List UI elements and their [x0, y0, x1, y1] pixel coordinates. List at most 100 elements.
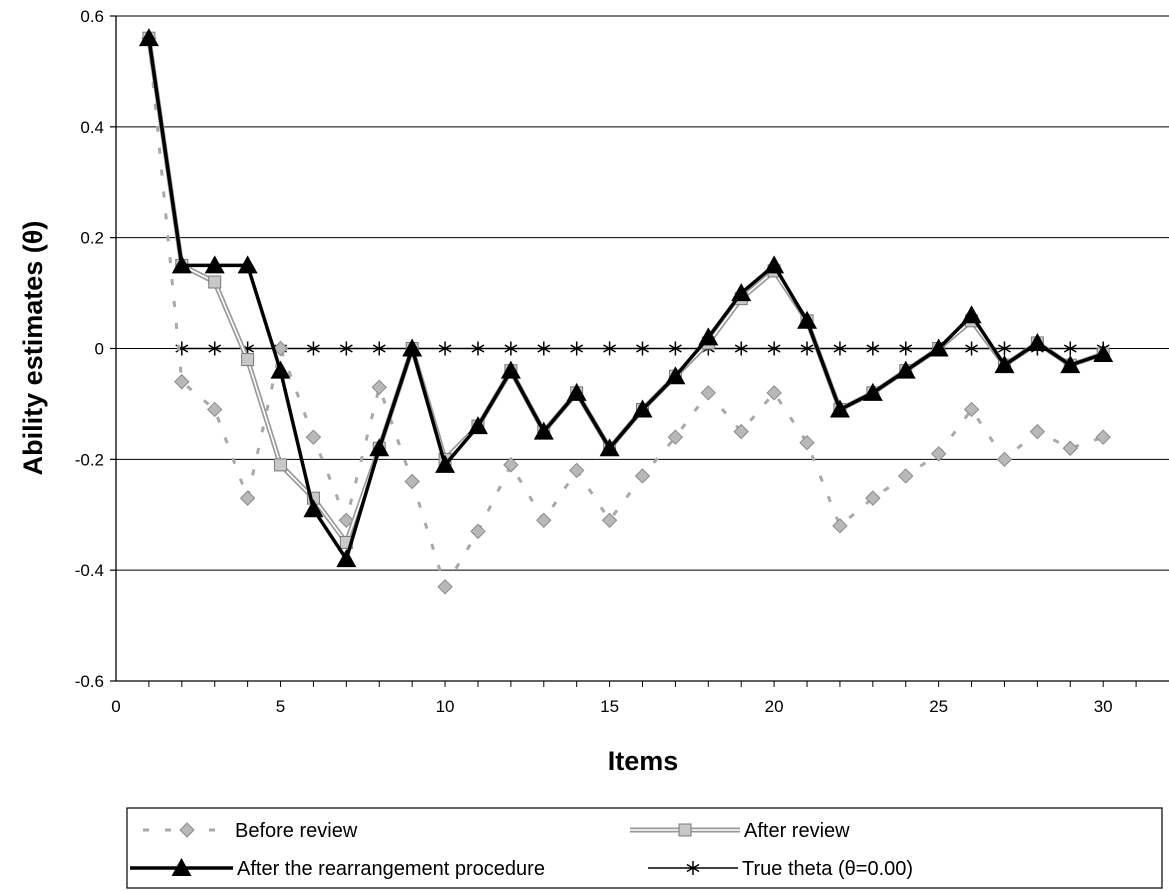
before-review-point-10	[437, 579, 453, 595]
y-tick-label-6: -0.6	[75, 672, 104, 691]
before-review-point-3	[207, 401, 223, 418]
before-review-point-29	[1062, 440, 1078, 456]
rearrangement-point-4	[237, 255, 258, 274]
rearrangement-point-25	[928, 338, 949, 357]
y-axis-ticks: 0.6 0.4 0.2 0 -0.2 -0.4 -0.6	[75, 7, 116, 691]
before-review-point-24	[898, 468, 914, 484]
rearrangement-point-26	[961, 305, 982, 324]
rearrangement-point-22	[829, 399, 850, 418]
legend-label-series-before-review: Before review	[235, 820, 358, 842]
rearrangement-point-3	[204, 255, 225, 274]
true-theta-point-27	[998, 341, 1011, 356]
true-theta-point-23	[866, 341, 880, 356]
before-review-point-16	[634, 468, 651, 484]
before-review-point-26	[963, 401, 980, 418]
x-axis-ticks: 0 5 10 15 20 25 30	[111, 681, 1137, 716]
legend-marker-before-review	[179, 822, 195, 838]
legend-entry-series-true-theta: True theta (θ=0.00)	[648, 858, 913, 880]
before-review-point-18	[700, 385, 717, 401]
y-tick-label-3: 0	[95, 340, 104, 359]
before-review-line	[147, 38, 1104, 591]
rearrangement-point-16	[632, 399, 653, 418]
true-theta-point-7	[339, 341, 353, 356]
legend-marker-true-theta	[686, 861, 700, 875]
rearrangement-point-9	[402, 338, 423, 357]
y-tick-label-5: -0.4	[75, 561, 104, 580]
legend-box	[126, 807, 1163, 889]
before-review-point-2	[174, 374, 190, 390]
true-theta-point-16	[636, 341, 649, 356]
rearrangement-point-1	[138, 28, 159, 47]
series-after-rearrangement	[138, 28, 1114, 568]
legend-label-series-after-review: After review	[744, 820, 850, 842]
true-theta-point-10	[438, 341, 452, 356]
true-theta-point-26	[965, 341, 978, 356]
x-tick-label-4: 20	[765, 697, 784, 716]
before-review-point-4	[239, 490, 256, 506]
rearrangement-point-2	[171, 255, 192, 274]
legend: Before review After review After the rearr…	[126, 807, 1163, 889]
x-tick-label-5: 25	[929, 697, 948, 716]
rearrangement-point-29	[1060, 355, 1081, 374]
rearrangement-point-27	[994, 355, 1015, 374]
rearrangement-point-18	[698, 327, 719, 346]
after-review-point-3	[208, 275, 222, 289]
true-theta-point-24	[899, 341, 913, 356]
before-review-point-9	[404, 473, 420, 490]
series-true-theta	[175, 341, 1110, 356]
after-review-line-outer	[146, 37, 1104, 548]
before-review-point-21	[799, 435, 815, 451]
x-tick-label-1: 5	[276, 697, 285, 716]
true-theta-point-14	[570, 341, 584, 356]
after-review-point-5	[274, 458, 288, 472]
before-review-point-14	[568, 462, 585, 479]
series-after-review	[142, 31, 1110, 549]
x-tick-label-2: 10	[436, 697, 455, 716]
true-theta-point-13	[537, 341, 551, 356]
rearrangement-point-20	[764, 255, 785, 274]
x-axis-title: Items	[608, 746, 679, 776]
before-review-point-27	[996, 451, 1013, 468]
before-review-point-28	[1029, 423, 1046, 440]
true-theta-point-29	[1063, 341, 1077, 356]
rearrangement-point-10	[435, 454, 456, 473]
legend-marker-rearrangement	[171, 858, 192, 876]
before-review-point-25	[930, 446, 947, 462]
before-review-point-5	[272, 340, 289, 357]
before-review-point-6	[305, 429, 322, 445]
true-theta-point-17	[668, 341, 682, 356]
rearrangement-point-6	[303, 499, 324, 518]
legend-entry-series-before-review: Before review	[143, 820, 358, 842]
rearrangement-point-15	[599, 438, 620, 457]
rearrangement-point-17	[665, 366, 686, 385]
before-review-point-30	[1095, 429, 1111, 445]
before-review-point-11	[470, 523, 486, 540]
true-theta-point-8	[372, 341, 386, 356]
x-tick-label-6: 30	[1094, 697, 1113, 716]
true-theta-point-20	[767, 341, 781, 356]
series-before-review	[141, 30, 1111, 595]
rearrangement-point-12	[500, 360, 521, 379]
x-tick-label-0: 0	[111, 697, 120, 716]
before-review-point-17	[667, 429, 684, 445]
rearrangement-point-8	[369, 438, 390, 457]
after-review-point-4	[241, 353, 255, 367]
rearrangement-point-7	[336, 549, 357, 568]
rearrangement-point-5	[270, 360, 291, 379]
before-review-point-22	[832, 518, 848, 534]
before-review-point-15	[601, 512, 618, 528]
rearrangement-point-30	[1093, 344, 1114, 363]
rearrangement-point-13	[533, 421, 554, 440]
legend-label-series-true-theta: True theta (θ=0.00)	[742, 858, 913, 880]
after-review-line-inner	[148, 38, 1104, 545]
y-tick-label-2: 0.2	[80, 229, 104, 248]
before-review-point-8	[371, 379, 387, 395]
rearrangement-point-14	[566, 382, 587, 401]
before-review-point-13	[536, 512, 552, 528]
before-review-point-12	[503, 457, 519, 473]
legend-marker-after-review	[678, 823, 692, 837]
legend-entry-series-after-review: After review	[630, 820, 850, 842]
y-tick-label-1: 0.4	[80, 118, 104, 137]
rearrangement-point-24	[895, 360, 916, 379]
